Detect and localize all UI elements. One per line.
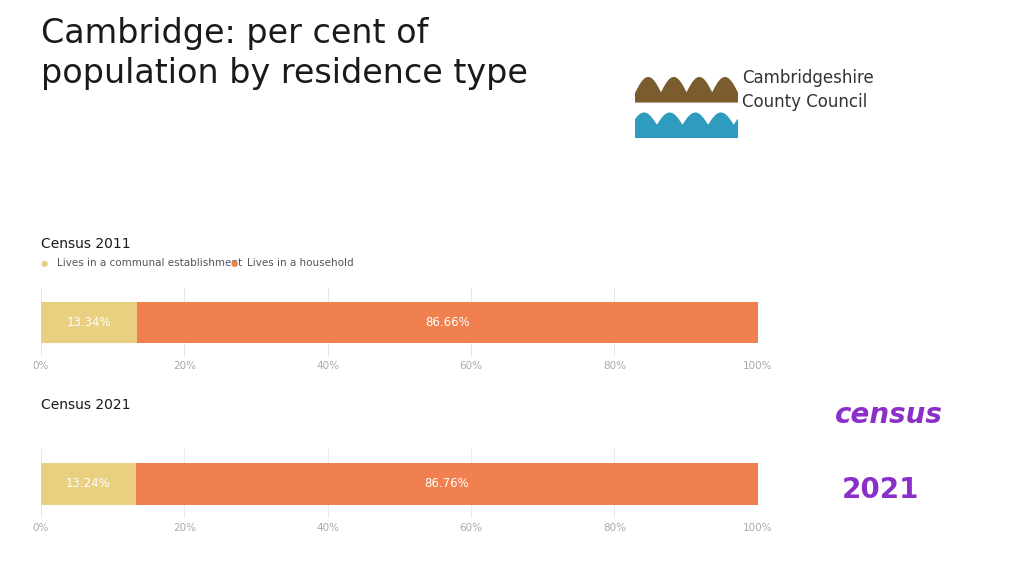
- Text: 2021: 2021: [842, 476, 920, 504]
- Text: Census 2011: Census 2011: [41, 237, 131, 251]
- Text: Lives in a household: Lives in a household: [247, 258, 353, 268]
- Text: 13.34%: 13.34%: [67, 316, 111, 329]
- Bar: [41, 302, 136, 343]
- Text: 86.66%: 86.66%: [425, 316, 470, 329]
- Text: 86.76%: 86.76%: [424, 478, 469, 490]
- Text: Cambridge: per cent of
population by residence type: Cambridge: per cent of population by res…: [41, 17, 527, 90]
- Text: ●: ●: [41, 259, 48, 268]
- Bar: [136, 302, 758, 343]
- Bar: [41, 463, 136, 505]
- Text: 13.24%: 13.24%: [66, 478, 111, 490]
- Text: Cambridgeshire
County Council: Cambridgeshire County Council: [742, 69, 874, 111]
- Bar: [136, 463, 758, 505]
- Text: Lives in a communal establishment: Lives in a communal establishment: [57, 258, 243, 268]
- Text: ●: ●: [230, 259, 238, 268]
- Text: census: census: [835, 401, 942, 429]
- Text: Census 2021: Census 2021: [41, 398, 130, 412]
